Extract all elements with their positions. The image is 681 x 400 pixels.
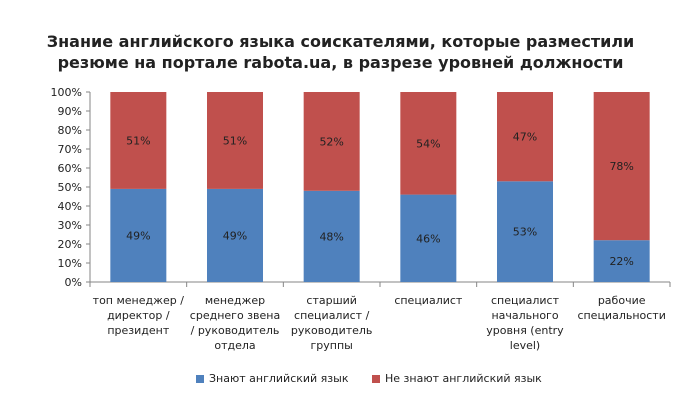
y-tick-label: 20%: [58, 238, 82, 251]
x-category-label: специальности: [577, 309, 665, 322]
data-label-dont-know-4: 54%: [416, 137, 440, 150]
x-category-label: рабочие: [598, 294, 646, 307]
data-label-know-1: 49%: [126, 229, 150, 242]
x-category-label: специалист: [394, 294, 463, 307]
bar-dont-know-3: [303, 92, 360, 191]
bar-dont-know-4: [400, 92, 457, 195]
legend-item-dont-know-english: Не знают английский язык: [372, 372, 542, 385]
stacked-bar-chart: 0% 10% 20% 30% 40% 50% 60% 70% 80% 90% 100% 49% 51% т…: [51, 86, 671, 352]
y-tick-label: 80%: [58, 124, 82, 137]
y-tick-label: 70%: [58, 143, 82, 156]
x-category-label: / руководитель: [191, 324, 280, 337]
y-tick-label: 100%: [51, 86, 82, 99]
x-category-label: специалист /: [294, 309, 370, 322]
x-category-label: менеджер: [205, 294, 265, 307]
y-tick-label: 90%: [58, 105, 82, 118]
bar-dont-know-1: [110, 92, 167, 189]
data-label-dont-know-3: 52%: [319, 135, 343, 148]
x-category-label: директор /: [107, 309, 170, 322]
bar-know-6: [593, 240, 650, 282]
legend-swatch-dont-know-english: [372, 374, 380, 383]
data-label-dont-know-2: 51%: [223, 134, 247, 147]
bar-dont-know-2: [207, 92, 263, 189]
data-label-know-3: 48%: [319, 230, 343, 243]
bar-dont-know-6: [593, 92, 650, 241]
data-label-dont-know-6: 78%: [609, 160, 633, 173]
x-category-label: начального: [491, 309, 558, 322]
data-label-know-6: 22%: [609, 255, 633, 268]
x-category-label: среднего звена: [190, 309, 280, 322]
data-label-know-4: 46%: [416, 232, 440, 245]
y-tick-label: 0%: [65, 276, 82, 289]
y-tick-label: 10%: [58, 257, 82, 270]
bar-know-1: [110, 188, 167, 282]
chart-legend: Знают английский язык Не знают английски…: [0, 372, 681, 390]
x-category-label: руководитель: [291, 324, 373, 337]
chart-title-line-1: Знание английского языка соискателями, к…: [46, 32, 635, 51]
legend-item-know-english: Знают английский язык: [196, 372, 348, 385]
bar-dont-know-5: [497, 92, 553, 182]
x-category-label: топ менеджер /: [93, 294, 185, 307]
x-category-label: группы: [310, 339, 352, 352]
y-tick-label: 40%: [58, 200, 82, 213]
bar-know-4: [400, 194, 457, 282]
chart-title-line-2: резюме на портале rabota.ua, в разрезе у…: [57, 53, 624, 72]
x-category-label: специалист: [491, 294, 560, 307]
x-category-label: отдела: [214, 339, 255, 352]
legend-label-know-english: Знают английский язык: [209, 372, 349, 385]
y-tick-label: 30%: [58, 219, 82, 232]
x-category-label: старший: [306, 294, 357, 307]
data-label-dont-know-5: 47%: [513, 131, 537, 144]
bar-know-5: [497, 181, 553, 282]
y-tick-label: 60%: [58, 162, 82, 175]
data-label-know-2: 49%: [223, 229, 247, 242]
y-tick-label: 50%: [58, 181, 82, 194]
bar-know-3: [303, 190, 360, 282]
legend-label-dont-know-english: Не знают английский язык: [385, 372, 542, 385]
x-category-label: уровня (entry: [486, 324, 564, 337]
x-category-label: президент: [107, 324, 170, 337]
legend-swatch-know-english: [196, 374, 204, 383]
data-label-know-5: 53%: [513, 226, 537, 239]
bar-know-2: [207, 188, 263, 282]
data-label-dont-know-1: 51%: [126, 134, 150, 147]
x-category-label: level): [510, 339, 540, 352]
